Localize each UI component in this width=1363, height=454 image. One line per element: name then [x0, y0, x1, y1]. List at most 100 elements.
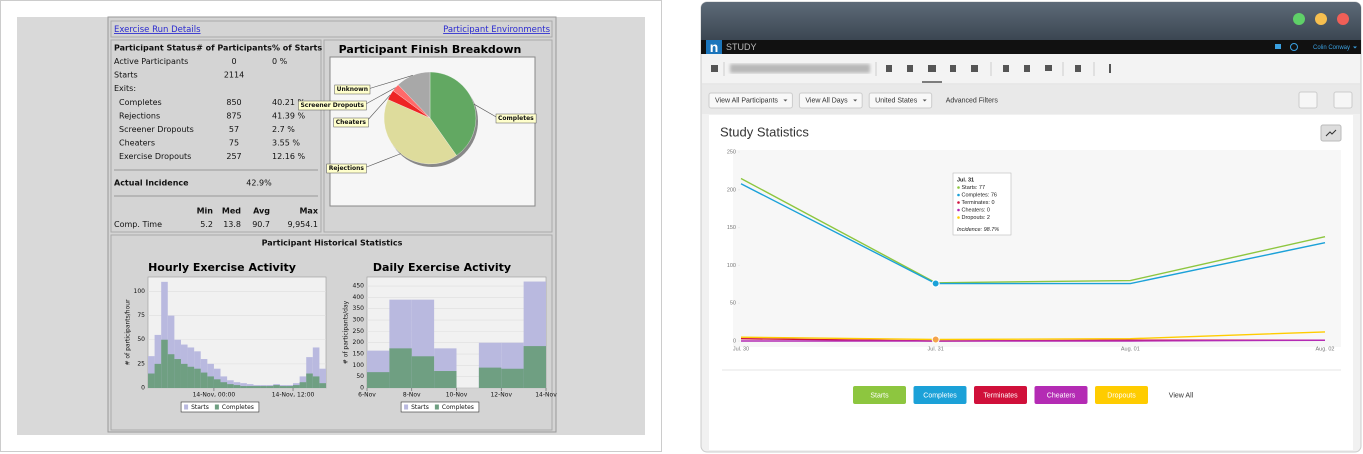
bar: [154, 334, 162, 388]
bar: [148, 373, 155, 388]
link[interactable]: Exercise Run Details: [114, 25, 201, 35]
table-cell: Rejections: [119, 111, 160, 120]
view-all[interactable]: View All: [1169, 392, 1194, 399]
filter-dropdown[interactable]: [868, 92, 933, 109]
filter-label: United States: [875, 97, 918, 104]
bar: [240, 383, 247, 388]
legend-button[interactable]: [853, 386, 906, 404]
y-tick-label: 400: [353, 294, 365, 301]
bar: [246, 386, 254, 388]
legend-box: [180, 401, 260, 413]
table-cell: Starts: [114, 71, 138, 80]
column-header: Min: [197, 207, 214, 216]
bar: [200, 372, 208, 388]
bar: [312, 347, 320, 388]
table-cell: 875: [226, 111, 241, 120]
tooltip-row: Cheaters: 0: [962, 207, 990, 213]
incidence-label: Actual Incidence: [114, 179, 189, 188]
y-tick-label: 100: [727, 263, 736, 269]
bar: [180, 363, 188, 388]
user-menu[interactable]: Colin Conway: [1313, 45, 1350, 51]
section-title: Participant Historical Statistics: [262, 239, 403, 248]
view-button[interactable]: [1333, 91, 1353, 109]
table-cell: 75: [229, 139, 239, 148]
y-tick-label: 75: [137, 312, 145, 319]
window-button[interactable]: [1293, 13, 1305, 25]
y-tick-label: 50: [137, 336, 145, 343]
chart-title: Daily Exercise Activity: [373, 261, 511, 274]
chart-icon: [1325, 129, 1337, 137]
incidence-value: 42.9%: [246, 179, 272, 188]
bar: [273, 385, 280, 388]
table-cell: 3.55 %: [272, 139, 300, 148]
icon[interactable]: [1275, 44, 1281, 49]
legend-button[interactable]: [913, 386, 967, 404]
table-cell: 9,954.1: [287, 220, 318, 229]
legend-label: Completes: [222, 404, 254, 411]
links-bar: [110, 20, 553, 38]
column-header: # of Participants: [196, 44, 272, 53]
bar: [154, 363, 162, 388]
toolbar-icons[interactable]: [886, 64, 1111, 73]
share-button[interactable]: [1298, 91, 1318, 109]
label-box: [495, 113, 537, 124]
table-cell: Comp. Time: [114, 220, 162, 229]
filter-dropdown[interactable]: [798, 92, 863, 109]
table-cell: Completes: [119, 98, 162, 107]
legend-button[interactable]: [974, 386, 1027, 404]
legend-label: Terminates: [983, 392, 1018, 399]
x-tick-label: 14-Nov, 00:00: [193, 392, 236, 399]
logo[interactable]: [706, 40, 722, 56]
y-tick-label: 25: [137, 360, 145, 367]
app-bar: [701, 40, 1361, 54]
caret: [853, 99, 858, 102]
window-button[interactable]: [1315, 13, 1327, 25]
column-header: Max: [299, 207, 318, 216]
leader-line: [363, 153, 402, 169]
bar: [434, 371, 457, 388]
separators: [723, 62, 1095, 76]
y-tick-label: 300: [353, 317, 365, 324]
pie-slice: [429, 71, 477, 156]
y-tick-label: 0: [733, 338, 736, 344]
x-tick-label: Aug. 01: [1121, 346, 1140, 352]
tooltip: [952, 172, 1012, 236]
caret: [783, 99, 788, 102]
bar: [367, 372, 390, 388]
legend-button[interactable]: [1034, 386, 1088, 404]
column-header: Avg: [253, 207, 270, 216]
link[interactable]: Participant Environments: [443, 25, 550, 35]
series-line: [740, 177, 1326, 284]
table-cell: Screener Dropouts: [119, 125, 194, 134]
legend-button[interactable]: [1095, 386, 1148, 404]
legend-label: Completes: [442, 404, 474, 411]
bar: [187, 366, 195, 388]
series-line: [740, 183, 1326, 285]
y-tick-label: 150: [353, 351, 365, 358]
table-cell: 12.16 %: [272, 152, 305, 161]
table-cell: 90.7: [252, 220, 270, 229]
table-cell: 0: [231, 57, 236, 66]
tooltip-dot: [957, 201, 960, 204]
slice-label: Unknown: [337, 86, 368, 93]
icon[interactable]: [1290, 43, 1298, 51]
slice-label: Completes: [498, 115, 534, 122]
filter-dropdown[interactable]: [708, 92, 793, 109]
bar: [299, 376, 307, 388]
bar: [253, 386, 261, 388]
icon[interactable]: [711, 65, 718, 72]
legend-label: Dropouts: [1107, 392, 1136, 399]
blurred-name: [730, 64, 870, 73]
advanced-filters[interactable]: Advanced Filters: [946, 97, 999, 104]
bar: [167, 315, 175, 388]
legend-swatch: [404, 404, 409, 410]
bar: [306, 357, 313, 388]
window-button[interactable]: [1337, 13, 1349, 25]
bar: [389, 348, 412, 388]
legend-label: Starts: [191, 404, 209, 411]
x-tick-label: 14-Nov, 12:00: [272, 392, 315, 399]
y-tick-label: 100: [353, 362, 365, 369]
bar: [312, 376, 320, 388]
x-tick-label: 6-Nov: [358, 392, 376, 399]
bar: [319, 383, 326, 388]
